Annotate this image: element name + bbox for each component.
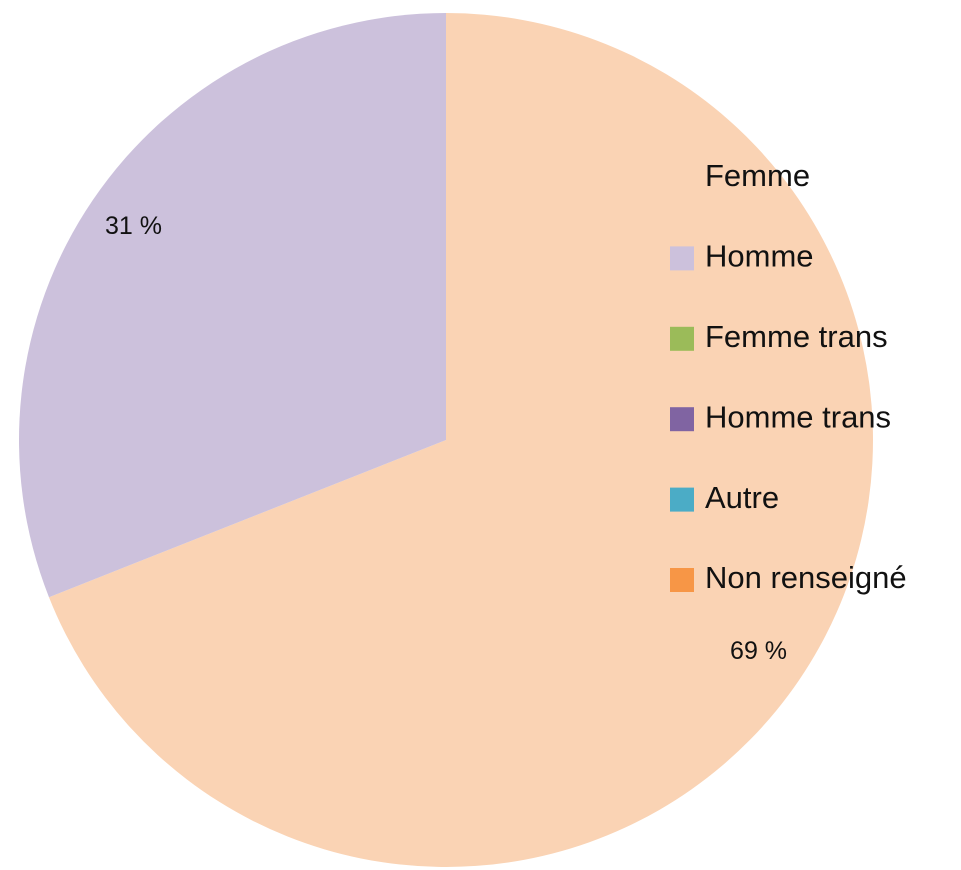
legend-label: Autre (705, 480, 779, 515)
value-label: 69 % (730, 637, 787, 665)
legend-swatch (670, 166, 694, 190)
legend-label: Homme trans (705, 399, 891, 434)
pie-slice (48, 13, 873, 868)
legend-swatch (670, 407, 694, 432)
pie-slice (18, 13, 446, 598)
legend-label: Non renseigné (705, 560, 907, 595)
legend-label: Homme (705, 239, 814, 274)
legend-swatch (670, 246, 694, 271)
value-label: 31 % (105, 212, 162, 240)
legend-swatch (670, 568, 694, 592)
legend-label: Femme (705, 158, 810, 193)
legend-swatch (670, 326, 694, 351)
legend-swatch (670, 487, 694, 512)
legend-label: Femme trans (705, 319, 888, 354)
